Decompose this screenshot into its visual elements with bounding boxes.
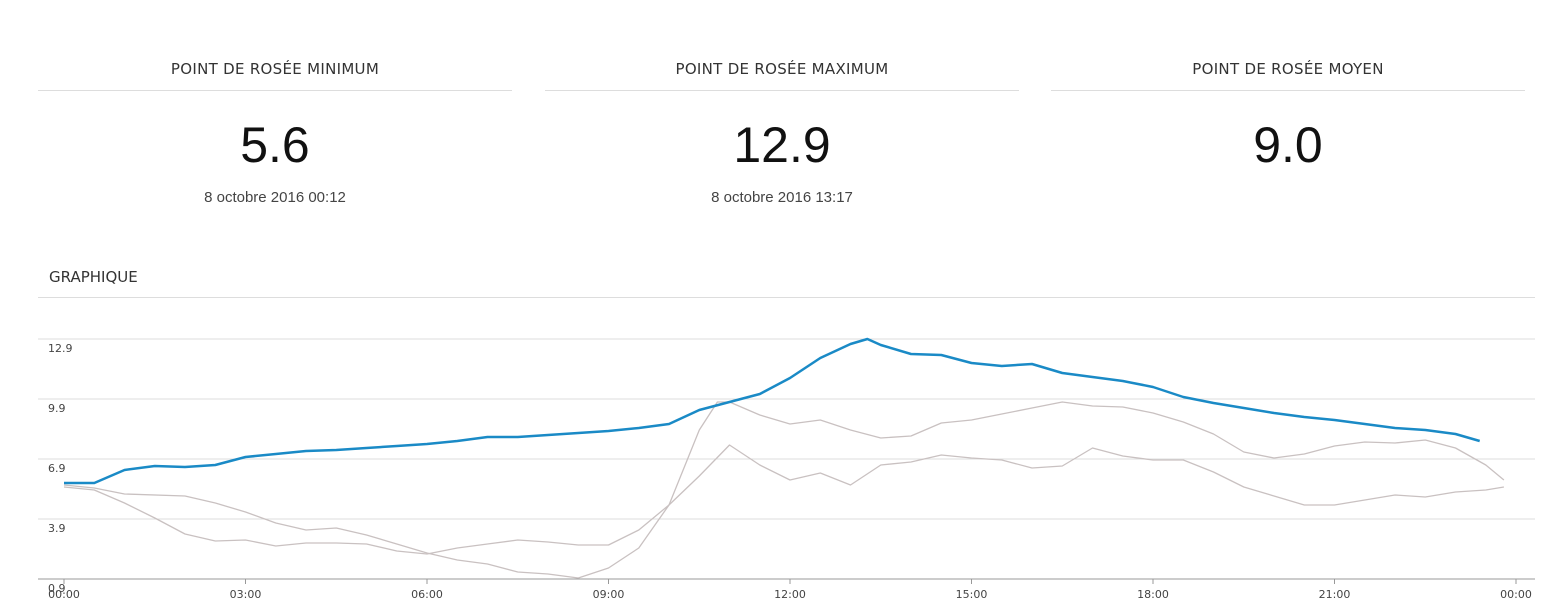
card-date: 8 octobre 2016 00:12 [204, 189, 346, 206]
x-tick-label: 21:00 [1319, 588, 1351, 601]
card-title: POINT DE ROSÉE MAXIMUM [675, 60, 889, 78]
y-tick-label: 12.9 [48, 342, 73, 355]
card-value: 12.9 [733, 117, 831, 173]
divider [38, 90, 512, 91]
x-tick-label: 09:00 [593, 588, 625, 601]
line-series [63, 444, 1505, 555]
divider [1051, 90, 1525, 91]
x-tick-label: 15:00 [956, 588, 988, 601]
x-tick-label: 12:00 [774, 588, 806, 601]
y-tick-label: 0.9 [48, 582, 66, 595]
section-title: GRAPHIQUE [49, 268, 138, 286]
card-title: POINT DE ROSÉE MINIMUM [170, 60, 380, 78]
y-tick-label: 6.9 [48, 462, 66, 475]
x-tick-label: 00:00 [1500, 588, 1532, 601]
card-value: 5.6 [240, 117, 310, 173]
divider [38, 297, 1535, 298]
divider [545, 90, 1019, 91]
y-tick-label: 9.9 [48, 402, 66, 415]
card-title: POINT DE ROSÉE MOYEN [1192, 60, 1384, 78]
card-value: 9.0 [1253, 117, 1323, 173]
card-date: 8 octobre 2016 13:17 [711, 189, 853, 206]
y-tick-label: 3.9 [48, 522, 66, 535]
x-tick-label: 18:00 [1137, 588, 1169, 601]
line-series [64, 337, 1481, 485]
line-series [63, 401, 1505, 579]
x-tick-label: 03:00 [230, 588, 262, 601]
x-tick-label: 06:00 [411, 588, 443, 601]
x-tick-label: 00:00 [48, 588, 80, 601]
